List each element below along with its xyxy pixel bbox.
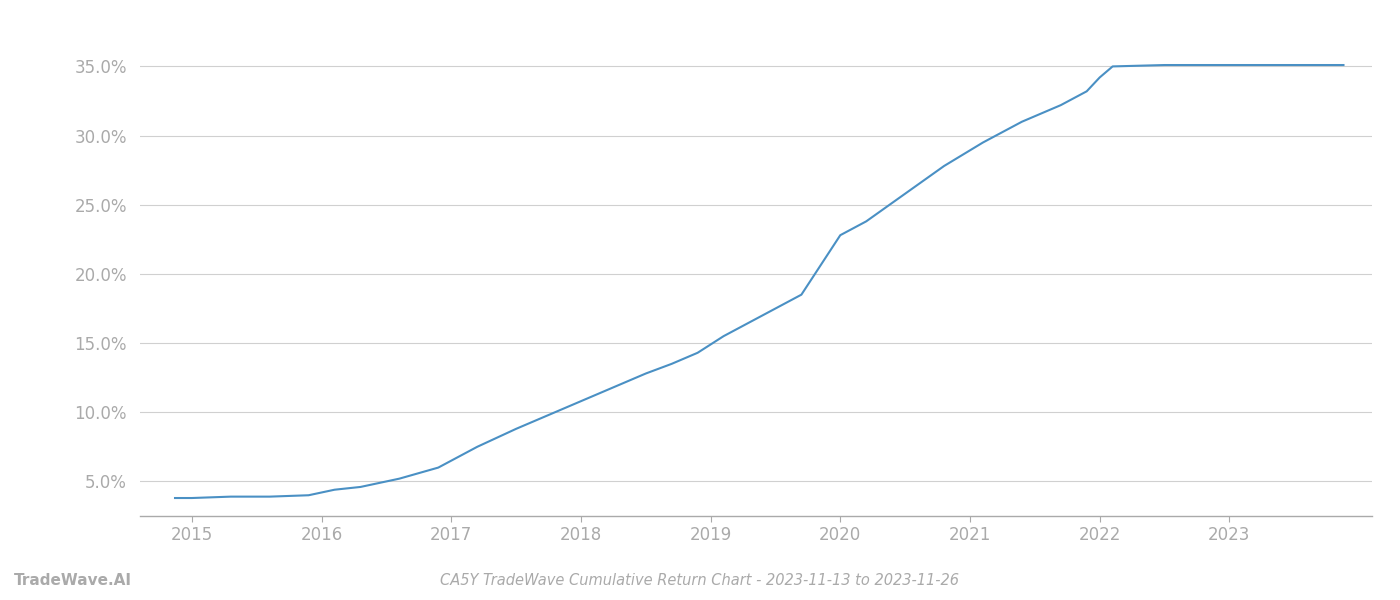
Text: TradeWave.AI: TradeWave.AI [14,573,132,588]
Text: CA5Y TradeWave Cumulative Return Chart - 2023-11-13 to 2023-11-26: CA5Y TradeWave Cumulative Return Chart -… [441,573,959,588]
